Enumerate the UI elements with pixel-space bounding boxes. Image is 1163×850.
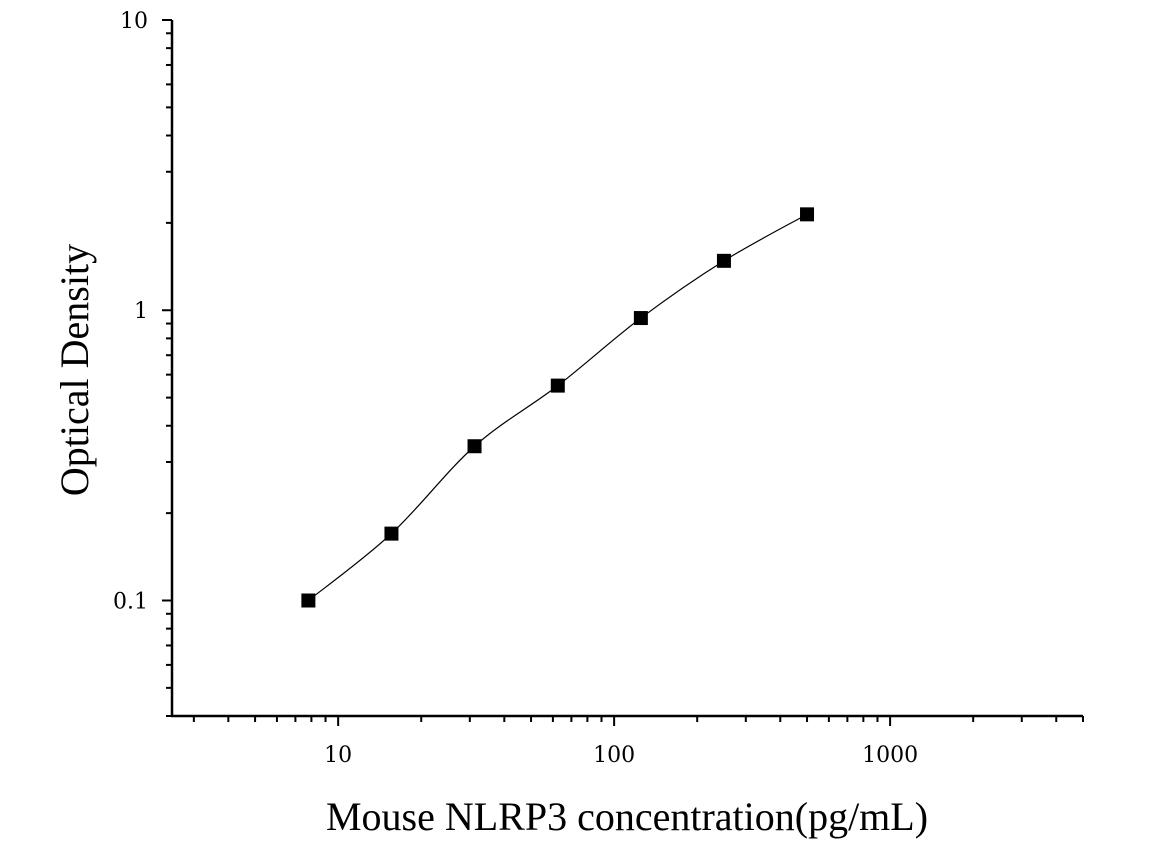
x-tick-label: 10 [324, 743, 352, 768]
plot-area: 0.1 1 10 10 100 1000 [113, 9, 1084, 768]
x-tick-label: 100 [593, 743, 635, 768]
y-tick-label: 1 [134, 299, 148, 324]
y-tick-label: 10 [120, 9, 148, 34]
data-point [467, 439, 482, 454]
data-point [550, 378, 565, 393]
x-axis-title: Mouse NLRP3 concentration(pg/mL) [326, 794, 928, 839]
data-point [384, 526, 399, 541]
data-point [301, 593, 316, 608]
data-point [716, 253, 731, 268]
fit-curve [307, 213, 808, 601]
x-tick-label: 1000 [862, 743, 918, 768]
data-point [633, 311, 648, 326]
y-tick-label: 0.1 [113, 589, 148, 614]
y-axis-title: Optical Density [52, 244, 97, 496]
data-point [800, 207, 815, 222]
